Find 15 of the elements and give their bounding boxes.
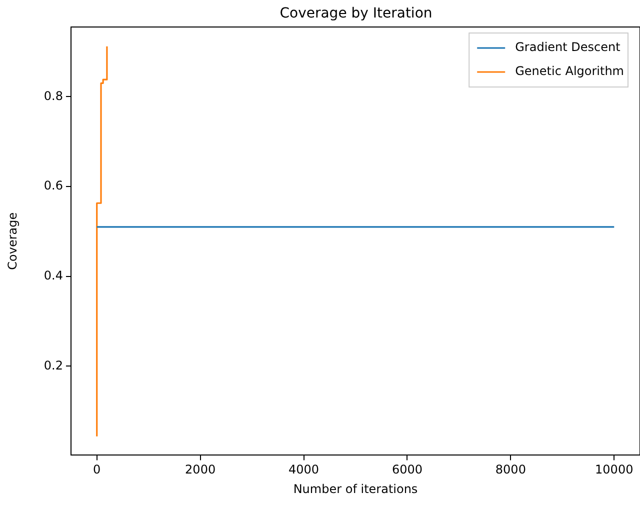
x-tick-label: 6000 [392,462,422,477]
y-axis-title: Coverage [5,212,20,270]
y-tick-label: 0.4 [44,268,63,282]
legend-label: Genetic Algorithm [515,64,624,78]
legend-label: Gradient Descent [515,40,621,54]
x-tick-label: 0 [93,462,101,477]
x-tick-label: 2000 [185,462,216,477]
y-tick-label: 0.2 [44,358,63,372]
x-tick-label: 4000 [288,462,320,477]
y-tick-label: 0.8 [44,88,63,103]
x-tick-label: 8000 [495,462,526,477]
x-tick-label: 10000 [595,462,634,477]
x-axis-title: Number of iterations [293,482,418,496]
chart-title: Coverage by Iteration [280,6,432,22]
y-tick-label: 0.6 [44,178,63,193]
